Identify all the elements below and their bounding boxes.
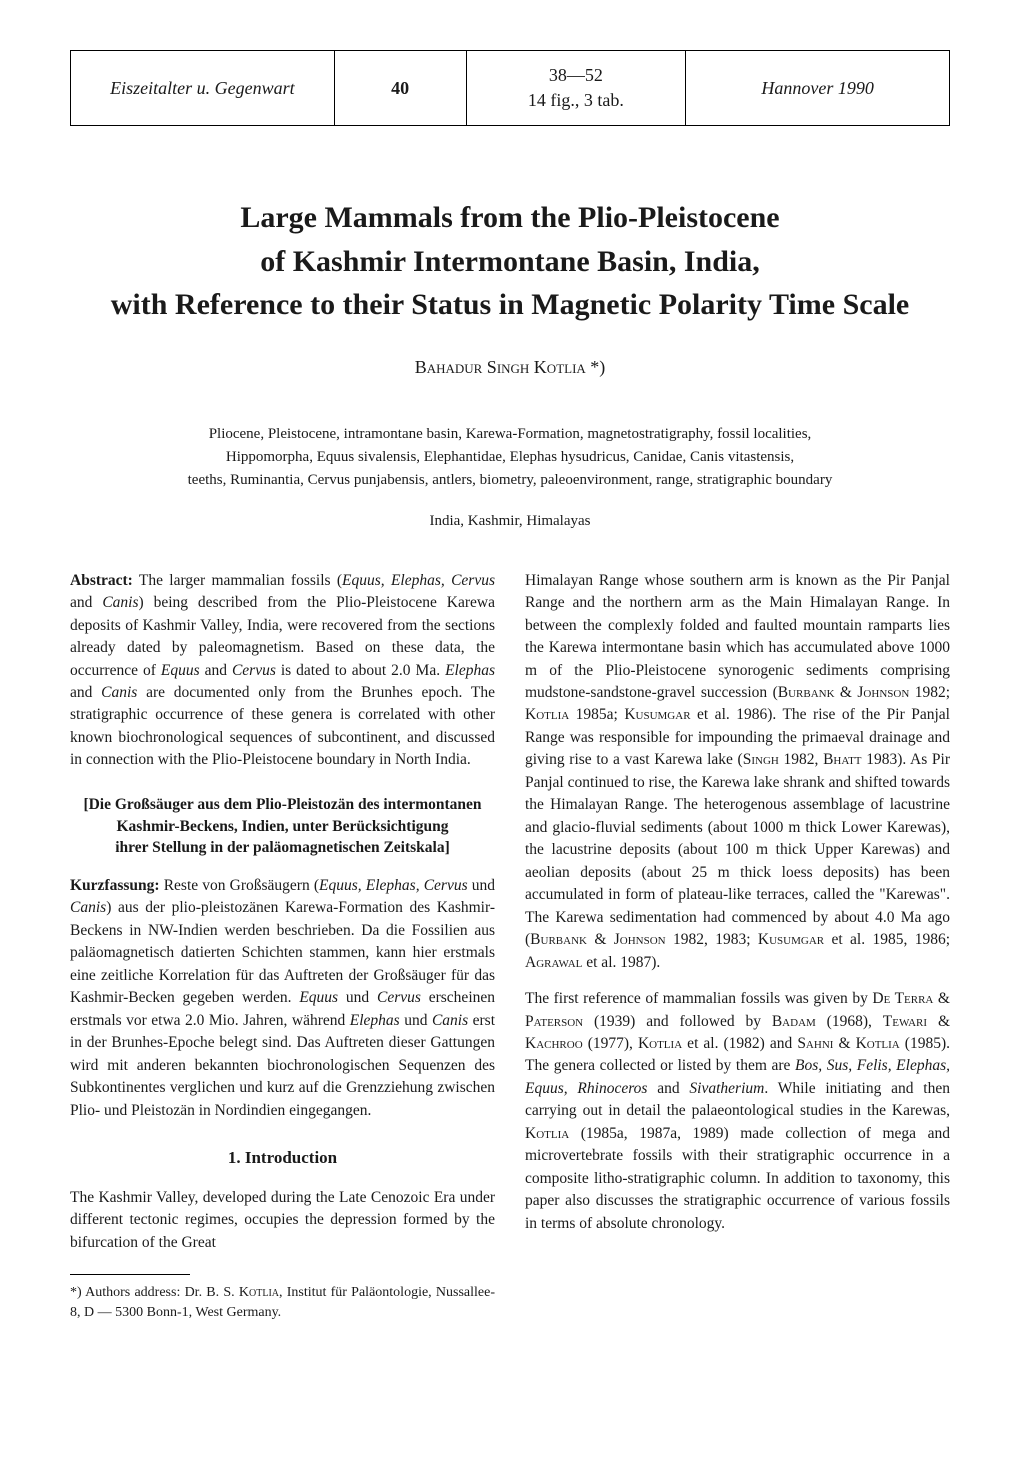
abstract-canis: Canis [101, 684, 137, 701]
abstract-genera-1: Equus, Elephas, Cervus [342, 572, 495, 589]
kurz-t1: Reste von Großsäugern ( [160, 877, 319, 894]
keywords-block: Pliocene, Pleistocene, intramontane basi… [70, 423, 950, 493]
abstract-t7: and [200, 662, 232, 679]
section-heading-intro: 1. Introduction [70, 1146, 495, 1171]
keywords-line-2: Hippomorpha, Equus sivalensis, Elephanti… [226, 449, 794, 465]
rp1-ref1: Burbank & Johnson [778, 684, 910, 701]
abstract-cervus: Cervus [232, 662, 276, 679]
rp2-ref5: Sahni & Kotlia [797, 1035, 899, 1052]
german-title: [Die Großsäuger aus dem Plio-Pleistozän … [70, 794, 495, 859]
rp1-b: 1982; [909, 684, 950, 701]
location: India, Kashmir, Himalayas [70, 513, 950, 530]
article-title: Large Mammals from the Plio-Pleistocene … [70, 196, 950, 327]
rp1-ref8: Agrawal [525, 954, 582, 971]
rp1-ref6: Burbank & Johnson [530, 931, 665, 948]
kurzfassung-paragraph: Kurzfassung: Reste von Großsäugern (Equu… [70, 875, 495, 1122]
kurz-t11: und [400, 1012, 432, 1029]
kurz-genera-1: Equus, Elephas, Cervus [319, 877, 468, 894]
german-title-1: [Die Großsäuger aus dem Plio-Pleistozän … [83, 796, 481, 813]
rp1-a: Himalayan Range whose southern arm is kn… [525, 572, 950, 701]
rp1-e: 1982, [779, 751, 823, 768]
rp1-i: et al. 1987). [582, 954, 660, 971]
rp2-ref6: Kotlia [525, 1125, 569, 1142]
rp1-ref4: Singh [743, 751, 779, 768]
journal-cell: Eiszeitalter u. Gegenwart [71, 51, 335, 126]
title-line-2: of Kashmir Intermontane Basin, India, [260, 245, 760, 278]
rp2-genera2: Sivatherium [689, 1080, 764, 1097]
rp2-i: (1985a, 1987a, 1989) made collection of … [525, 1125, 950, 1232]
footnote-separator [70, 1274, 190, 1275]
two-column-body: Abstract: The larger mammalian fossils (… [70, 570, 950, 1323]
abstract-equus: Equus [161, 662, 200, 679]
kurz-elephas: Elephas [350, 1012, 400, 1029]
kurz-t3: und [468, 877, 495, 894]
left-column: Abstract: The larger mammalian fossils (… [70, 570, 495, 1323]
rp1-g: 1982, 1983; [666, 931, 758, 948]
abstract-genera-2: Canis [102, 594, 138, 611]
german-title-2: Kashmir-Beckens, Indien, unter Berücksic… [117, 818, 449, 835]
kurz-cervus: Cervus [377, 989, 421, 1006]
pubinfo-cell: Hannover 1990 [686, 51, 950, 126]
rp2-c: (1968), [816, 1013, 883, 1030]
abstract-t1: The larger mammalian fossils ( [133, 572, 342, 589]
title-line-1: Large Mammals from the Plio-Pleistocene [240, 201, 779, 234]
pages-cell: 38—52 14 fig., 3 tab. [466, 51, 686, 126]
rp1-ref3: Kusumgar [624, 706, 690, 723]
right-column: Himalayan Range whose southern arm is kn… [525, 570, 950, 1323]
rp1-c: 1985a; [569, 706, 624, 723]
abstract-label: Abstract: [70, 572, 133, 589]
footnote: *) Authors address: Dr. B. S. Kotlia, In… [70, 1283, 495, 1322]
abstract-t11: and [70, 684, 101, 701]
footnote-pre: *) Authors address: Dr. B. S. [70, 1285, 239, 1300]
header-table: Eiszeitalter u. Gegenwart 40 38—52 14 fi… [70, 50, 950, 126]
rp1-ref5: Bhatt [823, 751, 861, 768]
kurz-canis: Canis [432, 1012, 468, 1029]
author: Bahadur Singh Kotlia *) [70, 357, 950, 378]
rp2-a: The first reference of mammalian fossils… [525, 990, 872, 1007]
rp1-ref7: Kusumgar [758, 931, 824, 948]
kurz-equus: Equus [299, 989, 338, 1006]
german-title-3: ihrer Stellung in der paläomagnetischen … [115, 839, 450, 856]
pages-figs: 14 fig., 3 tab. [528, 90, 624, 110]
title-line-3: with Reference to their Status in Magnet… [111, 288, 909, 321]
rp2-ref2: Badam [772, 1013, 816, 1030]
rp1-f: 1983). As Pir Panjal continued to rise, … [525, 751, 950, 948]
keywords-line-1: Pliocene, Pleistocene, intramontane basi… [209, 426, 812, 442]
rp2-g: and [647, 1080, 689, 1097]
rp1-h: et al. 1985, 1986; [824, 931, 950, 948]
rp2-e: et al. (1982) and [682, 1035, 797, 1052]
footnote-name: Kotlia [239, 1285, 279, 1300]
intro-paragraph-1: The Kashmir Valley, developed during the… [70, 1187, 495, 1254]
pages-range: 38—52 [549, 65, 603, 85]
right-para-1: Himalayan Range whose southern arm is kn… [525, 570, 950, 974]
right-para-2: The first reference of mammalian fossils… [525, 988, 950, 1235]
keywords-line-3: teeths, Ruminantia, Cervus punjabensis, … [188, 472, 833, 488]
kurz-genera-2: Canis [70, 899, 106, 916]
abstract-paragraph: Abstract: The larger mammalian fossils (… [70, 570, 495, 772]
kurz-t7: und [338, 989, 377, 1006]
abstract-elephas: Elephas [445, 662, 495, 679]
rp2-b: (1939) and followed by [583, 1013, 772, 1030]
abstract-t3: and [70, 594, 102, 611]
rp2-d: (1977), [583, 1035, 638, 1052]
kurz-label: Kurzfassung: [70, 877, 160, 894]
volume-cell: 40 [334, 51, 466, 126]
rp1-ref2: Kotlia [525, 706, 569, 723]
abstract-t9: is dated to about 2.0 Ma. [276, 662, 445, 679]
rp2-ref4: Kotlia [638, 1035, 682, 1052]
